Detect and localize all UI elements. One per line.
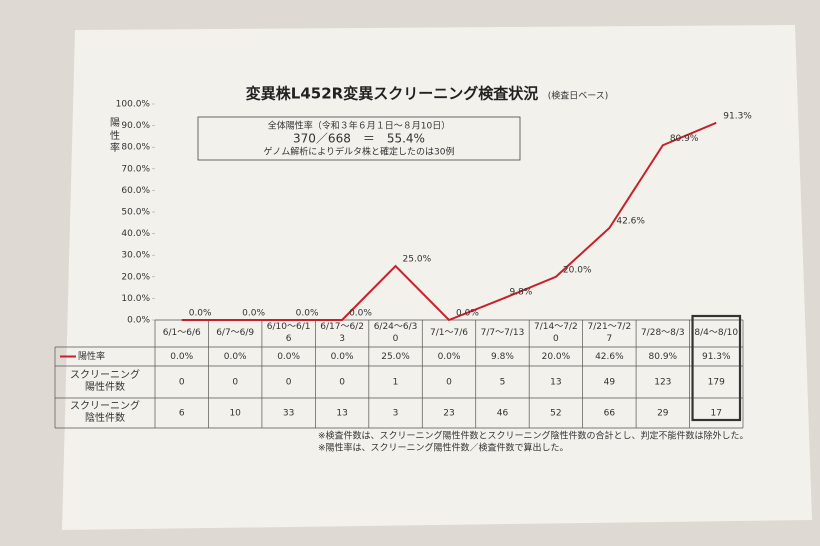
table-value: 17 [711, 409, 722, 419]
table-value: 1 [393, 378, 399, 388]
table-value: 0.0% [170, 352, 193, 362]
note: ※陽性率は、スクリーニング陽性件数／検査件数で算出した。 [318, 442, 569, 454]
row-label: スクリーニング陽性件数 [70, 369, 140, 394]
x-tick-label-box: 7/21〜7/27 [587, 322, 632, 344]
x-tick-label: 7/28〜8/3 [640, 327, 685, 338]
y-label-box: 陽性率 [110, 118, 120, 155]
table-value: 123 [654, 378, 671, 388]
annotation-line: 全体陽性率（令和３年６月１日〜８月10日） [268, 120, 450, 132]
y-tick-label: 30.0% [121, 251, 150, 261]
x-tick-label-box: 6/24〜6/30 [373, 322, 418, 344]
table-value: 5 [500, 378, 506, 388]
y-tick-label: 70.0% [121, 164, 150, 174]
annotation-line: 370／668 ＝ 55.4% [293, 132, 425, 146]
data-label: 25.0% [403, 255, 432, 265]
y-tick-label: 80.0% [121, 143, 150, 153]
x-tick-label-box: 7/1〜7/6 [430, 327, 468, 338]
data-label: 0.0% [456, 309, 479, 319]
x-tick-label: 7/14〜7/20 [534, 322, 578, 344]
table-value: 66 [604, 409, 616, 419]
data-label: 9.8% [509, 287, 532, 297]
row-label-box: スクリーニング陽性件数 [70, 369, 140, 394]
data-label: 20.0% [563, 265, 592, 275]
y-tick-label: 20.0% [121, 272, 150, 282]
annotation-line: ゲノム解析によりデルタ株と確定したのは30例 [263, 146, 454, 158]
x-tick-label: 6/17〜6/23 [320, 322, 364, 344]
table-value: 179 [708, 378, 725, 388]
y-tick-label: 100.0% [116, 100, 151, 110]
x-tick-label: 8/4〜8/10 [694, 327, 739, 338]
table-value: 6 [179, 409, 185, 419]
table-value: 91.3% [702, 352, 731, 362]
table-value: 0.0% [438, 352, 461, 362]
x-tick-label-box: 6/17〜6/23 [320, 322, 364, 344]
data-label: 0.0% [349, 309, 372, 319]
y-tick-label: 40.0% [121, 229, 150, 239]
x-tick-label-box: 7/28〜8/3 [640, 327, 685, 338]
table-value: 13 [550, 378, 561, 388]
x-tick-label-box: 7/14〜7/20 [534, 322, 578, 344]
table-value: 23 [443, 409, 454, 419]
table-value: 0 [339, 378, 345, 388]
note: ※検査件数は、スクリーニング陽性件数とスクリーニング陰性件数の合計とし、判定不能… [318, 430, 749, 442]
y-tick-label: 90.0% [121, 121, 150, 131]
table-value: 49 [604, 378, 616, 388]
x-tick-label: 6/10〜6/16 [266, 322, 311, 344]
table-value: 0.0% [277, 352, 300, 362]
table-value: 0 [232, 378, 238, 388]
x-tick-label-box: 6/1〜6/6 [162, 327, 201, 338]
data-label: 91.3% [723, 111, 752, 121]
x-tick-label: 7/1〜7/6 [430, 327, 468, 338]
data-label: 42.6% [616, 216, 645, 226]
y-tick-label: 50.0% [121, 208, 150, 218]
x-tick-label: 6/24〜6/30 [373, 322, 418, 344]
table-value: 10 [229, 409, 241, 419]
paper [62, 25, 812, 530]
x-tick-label-box: 6/10〜6/16 [266, 322, 311, 344]
series-line [181, 121, 717, 322]
x-tick-label: 7/7〜7/13 [480, 327, 525, 338]
table-value: 13 [336, 409, 347, 419]
x-tick-label-box: 7/7〜7/13 [480, 327, 525, 338]
legend-label: 陽性率 [78, 350, 105, 362]
table-value: 33 [283, 409, 294, 419]
y-tick-label: 10.0% [121, 294, 150, 304]
table-value: 0 [179, 378, 185, 388]
data-label: 80.9% [670, 134, 699, 144]
table-value: 25.0% [381, 352, 410, 362]
data-label: 0.0% [242, 309, 265, 319]
table-value: 29 [657, 409, 669, 419]
table-value: 0.0% [224, 352, 247, 362]
table-value: 0 [446, 378, 452, 388]
annotation-box [197, 116, 521, 161]
table-value: 46 [497, 409, 509, 419]
table-value: 0 [286, 378, 292, 388]
row-label: スクリーニング陰性件数 [70, 400, 140, 425]
highlight-box [691, 314, 742, 422]
table-value: 9.8% [491, 352, 514, 362]
row-label-box: スクリーニング陰性件数 [70, 400, 140, 425]
chart-title: 変異株L452R変異スクリーニング検査状況 [246, 85, 538, 103]
table-value: 42.6% [595, 352, 624, 362]
y-label: 陽性率 [110, 118, 120, 155]
x-tick-label-box: 6/7〜6/9 [216, 327, 255, 338]
table-value: 20.0% [542, 352, 571, 362]
y-tick-label: 60.0% [121, 186, 150, 196]
chart-subtitle: (検査日ベース) [548, 90, 609, 102]
x-tick-label: 6/1〜6/6 [162, 327, 201, 338]
y-tick-label: 0.0% [127, 316, 150, 326]
table-value: 0.0% [331, 352, 354, 362]
x-tick-label: 7/21〜7/27 [587, 322, 632, 344]
table-value: 52 [550, 409, 561, 419]
x-tick-label-box: 8/4〜8/10 [694, 327, 739, 338]
data-label: 0.0% [189, 309, 212, 319]
x-tick-label: 6/7〜6/9 [216, 327, 255, 338]
table-value: 80.9% [649, 352, 678, 362]
data-label: 0.0% [296, 309, 319, 319]
table-value: 3 [393, 409, 399, 419]
